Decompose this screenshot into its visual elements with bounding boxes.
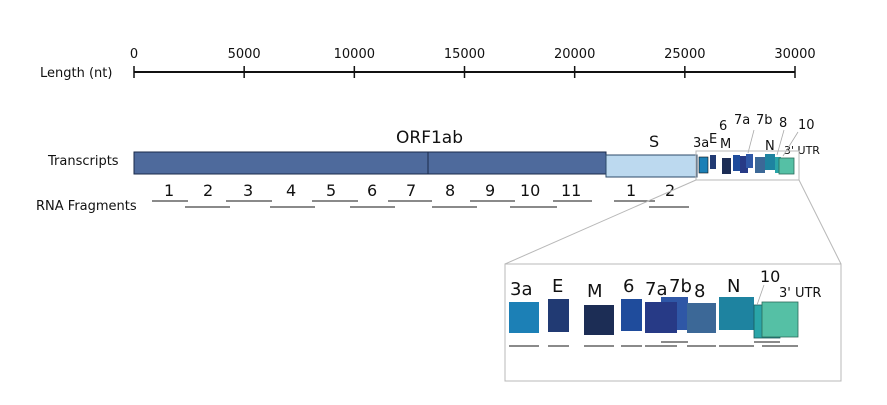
inset-n-label: N: [727, 276, 740, 297]
fragment-1-label: 1: [164, 181, 174, 200]
7b-bar: [746, 154, 753, 168]
axis-tick-label-0: 0: [130, 47, 138, 62]
axis-label: Length (nt): [40, 66, 112, 81]
inset-m-box: [584, 305, 614, 335]
fragment-2-label: 2: [203, 181, 213, 200]
inset-10-leader: [756, 284, 765, 306]
e-label: E: [709, 132, 717, 147]
inset-6-box: [621, 299, 642, 331]
inset-n-box: [719, 297, 754, 330]
n-label: N: [765, 139, 775, 154]
transcripts-row-label: Transcripts: [47, 154, 119, 169]
axis-tick-label-25000: 25000: [664, 47, 705, 62]
inset-7a-label: 7a: [645, 279, 667, 300]
10-label: 10: [798, 118, 815, 133]
m-label: M: [720, 137, 731, 152]
inset-8-box: [687, 303, 716, 333]
7a-bar: [740, 156, 748, 173]
zoom-connector-left: [504, 179, 697, 265]
orf1ab-fragments: 1 2 3 4 5 6 7 8 9 10 11: [152, 181, 592, 208]
axis-tick-label-20000: 20000: [554, 47, 595, 62]
inset-10-label: 10: [760, 267, 780, 286]
s-fragment-2-label: 2: [665, 181, 675, 200]
inset-3utr-label: 3' UTR: [779, 286, 821, 301]
fragment-10-label: 10: [520, 181, 540, 200]
fragment-6-label: 6: [367, 181, 377, 200]
inset-m-label: M: [587, 281, 603, 302]
zoom-connector-right: [798, 179, 842, 265]
axis-tick-label-10000: 10000: [334, 47, 375, 62]
n-bar: [765, 154, 775, 170]
10-leader: [782, 131, 799, 157]
fragment-9-label: 9: [485, 181, 495, 200]
10-bar: [775, 157, 781, 173]
zoom-region-box: [695, 150, 800, 181]
inset-e-label: E: [552, 276, 563, 297]
inset-8-label: 8: [694, 281, 705, 302]
6-bar: [733, 155, 740, 171]
inset-3utr-box: [761, 301, 799, 338]
inset-underlines: [509, 341, 798, 347]
7b-label: 7b: [756, 113, 773, 128]
s-bar: [605, 154, 698, 178]
fragment-8-label: 8: [445, 181, 455, 200]
rna-fragments-row-label: RNA Fragments: [36, 199, 137, 214]
s-label: S: [649, 132, 659, 151]
8-label: 8: [779, 116, 787, 131]
axis-tick-label-5000: 5000: [228, 47, 261, 62]
fragment-5-label: 5: [326, 181, 336, 200]
axis-tick-label-15000: 15000: [444, 47, 485, 62]
m-bar: [722, 158, 731, 174]
inset-3a-box: [509, 302, 539, 333]
fragment-3-label: 3: [243, 181, 253, 200]
axis-tick-label-30000: 30000: [774, 47, 815, 62]
inset-7a-box: [645, 302, 677, 333]
3a-label: 3a: [693, 136, 709, 151]
fragment-7-label: 7: [406, 181, 416, 200]
3a-bar: [698, 156, 709, 174]
orf1ab-bar: [133, 151, 607, 175]
inset-7b-label: 7b: [669, 276, 692, 297]
s-fragments: 1 2: [614, 181, 689, 208]
orf1ab-label: ORF1ab: [396, 128, 463, 148]
e-bar: [710, 155, 716, 169]
fragment-4-label: 4: [286, 181, 296, 200]
3utr-label: 3' UTR: [784, 144, 820, 157]
fragment-11-label: 11: [561, 181, 581, 200]
s-fragment-1-label: 1: [626, 181, 636, 200]
inset-6-label: 6: [623, 276, 634, 297]
3utr-bar: [778, 157, 795, 175]
inset-3a-label: 3a: [510, 279, 532, 300]
7b-leader: [747, 129, 755, 154]
8-bar: [755, 157, 765, 173]
6-label: 6: [719, 119, 727, 134]
inset-e-box: [548, 299, 569, 332]
axis-ticks: 0 5000 10000 15000 20000 25000 30000: [130, 47, 816, 78]
7a-label: 7a: [734, 113, 750, 128]
